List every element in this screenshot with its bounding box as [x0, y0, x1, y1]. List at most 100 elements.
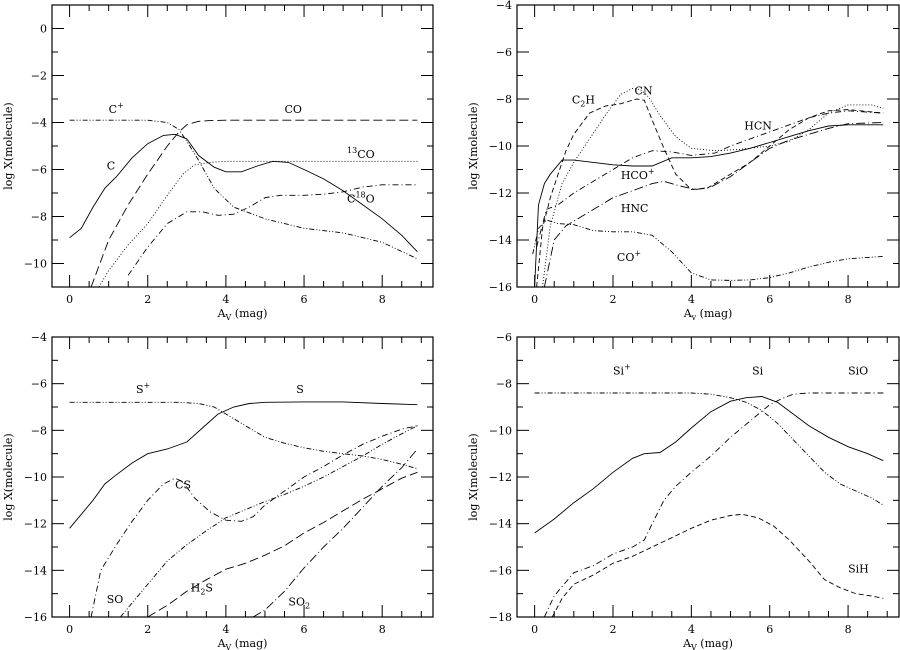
y-tick-label: −4 — [31, 331, 47, 344]
series-label: Si — [752, 364, 764, 377]
series-label: S+ — [136, 381, 150, 396]
plot-frame — [516, 4, 900, 288]
y-tick-label: −14 — [489, 234, 512, 247]
x-tick-label: 4 — [222, 623, 229, 636]
series-line-cs — [90, 425, 418, 617]
series-line-sih — [551, 513, 884, 617]
y-tick-label: −14 — [24, 564, 47, 577]
series-line-hnc — [543, 122, 884, 287]
series-line-c- — [69, 119, 418, 260]
series-line-si — [534, 396, 884, 534]
x-tick-label: 8 — [379, 293, 386, 306]
y-tick-label: −6 — [31, 378, 47, 391]
series-label: HCN — [744, 120, 772, 133]
series-label: CO — [285, 103, 302, 116]
series-line-hcn — [536, 110, 884, 248]
series-line-13co — [98, 160, 418, 287]
series-label: 13CO — [347, 146, 375, 161]
series-label: C18O — [347, 190, 375, 205]
y-tick-label: −4 — [31, 117, 47, 130]
plot-frame — [51, 336, 434, 618]
series-line-co- — [532, 219, 884, 281]
series-label: HNC — [621, 202, 649, 215]
x-tick-label: 2 — [609, 293, 616, 306]
x-tick-label: 4 — [688, 293, 695, 306]
y-tick-label: −16 — [24, 611, 47, 624]
x-tick-label: 8 — [379, 623, 386, 636]
y-tick-label: −8 — [496, 93, 512, 106]
y-tick-label: −6 — [31, 164, 47, 177]
x-tick-label: 6 — [766, 293, 773, 306]
x-tick-label: 0 — [531, 623, 538, 636]
series-label: C+ — [109, 101, 124, 116]
x-tick-label: 0 — [66, 293, 73, 306]
panel-carbon: 0 2 4 6 8 0 −2 −4 −6 −8 −10 AV (mag) log X(molecule)… — [2, 4, 434, 322]
y-tick-label: −10 — [489, 140, 512, 153]
y-tick-label: −6 — [496, 46, 512, 59]
y-tick-label: −14 — [489, 518, 512, 531]
series-label: H2S — [191, 581, 213, 596]
series-label: Si+ — [613, 362, 631, 377]
x-tick-label: 8 — [845, 293, 852, 306]
series-line-c — [69, 133, 418, 253]
x-tick-label: 8 — [845, 623, 852, 636]
x-tick-label: 6 — [301, 623, 308, 636]
y-tick-label: −12 — [489, 187, 512, 200]
y-tick-label: −8 — [31, 424, 47, 437]
y-tick-label: −12 — [24, 518, 47, 531]
y-tick-label: −12 — [489, 471, 512, 484]
x-tick-label: 4 — [688, 623, 695, 636]
y-tick-label: 0 — [40, 23, 47, 36]
series-label: CN — [635, 84, 653, 97]
y-axis-label: log X(molecule) — [2, 433, 15, 520]
y-axis-label: log X(molecule) — [467, 102, 480, 189]
series-line-co — [90, 119, 418, 287]
series-label: CO+ — [617, 249, 641, 264]
series-label: C — [107, 160, 115, 173]
series-line-so — [120, 425, 418, 617]
series-label: C2H — [572, 94, 595, 109]
series-line-s — [69, 401, 418, 529]
y-axis-label: log X(molecule) — [2, 102, 15, 189]
panel-nitrogen: 0 2 4 6 8 −4 −6 −8 −10 −12 −14 −16 Av (mag) log X(mol… — [467, 0, 900, 322]
series-label: SiH — [848, 563, 869, 576]
series-line-so2 — [252, 448, 418, 617]
series-label: SO — [107, 593, 124, 606]
y-axis-label: log X(molecule) — [467, 433, 480, 520]
x-tick-label: 2 — [609, 623, 616, 636]
y-tick-label: −8 — [496, 378, 512, 391]
x-tick-label: 6 — [766, 623, 773, 636]
series-line-h2s — [147, 471, 418, 617]
x-tick-label: 4 — [222, 293, 229, 306]
y-tick-label: −18 — [489, 611, 512, 624]
series-label: CS — [175, 479, 191, 492]
series-label: S — [296, 383, 304, 396]
plot-frame — [51, 4, 434, 288]
x-axis-label: AV (mag) — [217, 307, 268, 322]
series-label: SO2 — [288, 595, 310, 610]
panel-sulfur: 0 2 4 6 8 −4 −6 −8 −10 −12 −14 −16 AV (mag) log X(mol… — [2, 331, 434, 650]
x-axis-label: AV (mag) — [682, 637, 733, 650]
y-tick-label: −8 — [31, 211, 47, 224]
x-tick-label: 2 — [144, 293, 151, 306]
series-label: SiO — [848, 364, 868, 377]
y-tick-label: −16 — [489, 564, 512, 577]
series-label: HCO+ — [621, 167, 655, 182]
series-line-hco- — [534, 124, 884, 287]
series-line-cn — [542, 87, 884, 287]
series-line-c2h — [536, 98, 884, 287]
series-line-si- — [534, 392, 884, 506]
series-line-s- — [69, 401, 418, 470]
y-tick-label: −6 — [496, 331, 512, 344]
x-tick-label: 0 — [66, 623, 73, 636]
x-axis-label: Av (mag) — [683, 307, 733, 322]
y-tick-label: −2 — [31, 70, 47, 83]
x-tick-label: 6 — [301, 293, 308, 306]
panel-silicon: 0 2 4 6 8 −6 −8 −10 −12 −14 −16 −18 AV (mag) log X(mo… — [467, 331, 900, 650]
plot-frame — [516, 336, 900, 618]
x-tick-label: 0 — [531, 293, 538, 306]
y-tick-label: −4 — [496, 0, 512, 12]
y-tick-label: −10 — [489, 424, 512, 437]
y-tick-label: −10 — [24, 471, 47, 484]
